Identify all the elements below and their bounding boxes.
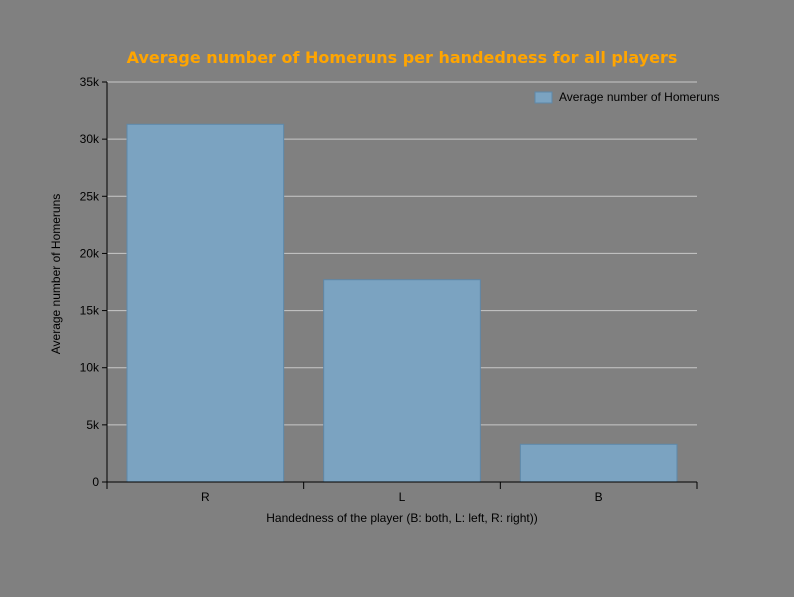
bar-R: [126, 123, 285, 483]
x-axis-title: Handedness of the player (B: both, L: le…: [266, 511, 537, 525]
x-tick-label: L: [399, 490, 406, 504]
x-tick-label: B: [595, 490, 603, 504]
bar-L: [323, 279, 481, 483]
legend-swatch: [534, 91, 553, 104]
y-tick-label: 5k: [86, 418, 100, 432]
chart-title: Average number of Homeruns per handednes…: [127, 48, 678, 67]
axes: [106, 82, 697, 483]
y-tick-label: 0: [92, 475, 99, 489]
legend: Average number of Homeruns: [534, 90, 720, 104]
y-tick-label: 35k: [80, 75, 100, 89]
y-tick-label: 25k: [80, 189, 100, 203]
bars: [126, 123, 678, 483]
y-tick-label: 10k: [80, 361, 100, 375]
x-tick-label: R: [201, 490, 210, 504]
bar-B: [519, 443, 678, 483]
y-tick-label: 20k: [80, 246, 100, 260]
y-axis-title: Average number of Homeruns: [49, 194, 63, 355]
y-tick-label: 15k: [80, 304, 100, 318]
y-axis-ticks: 0 5k 10k 15k 20k 25k 30k 35k: [80, 75, 107, 489]
legend-label: Average number of Homeruns: [559, 90, 720, 104]
y-tick-label: 30k: [80, 132, 100, 146]
